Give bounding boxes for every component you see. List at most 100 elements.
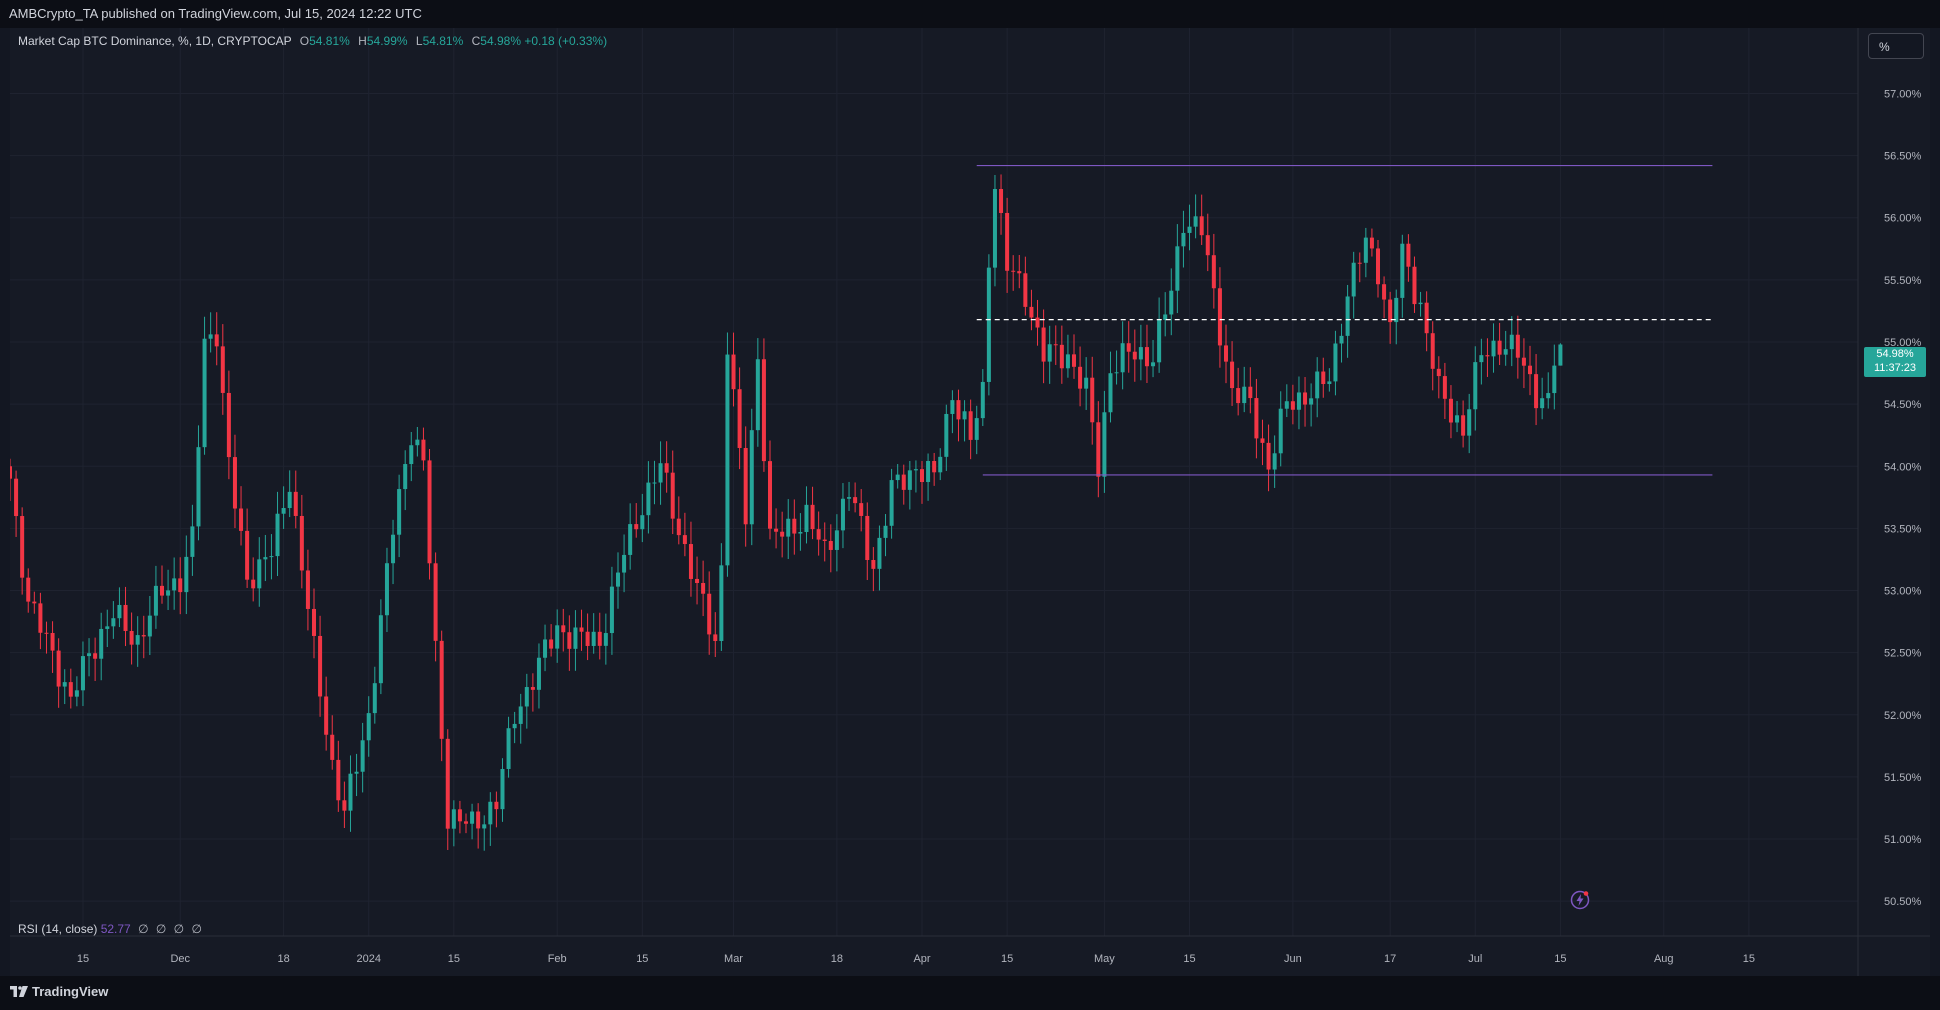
price-chart[interactable]: 57.00% 56.50% 56.00% 55.50% 55.00% 54.50% 54.0… bbox=[10, 28, 1930, 976]
candle-body bbox=[433, 563, 438, 641]
candle-body bbox=[786, 518, 791, 537]
candle-body bbox=[488, 801, 493, 825]
candle-body bbox=[463, 821, 469, 824]
candle-body bbox=[287, 491, 292, 509]
brand-name: TradingView bbox=[32, 984, 109, 999]
candle-body bbox=[591, 631, 596, 646]
publish-header: AMBCrypto_TA published on TradingView.co… bbox=[0, 0, 1940, 28]
candle-body bbox=[549, 639, 554, 649]
candle-body bbox=[1120, 343, 1125, 373]
candle-body bbox=[1126, 343, 1131, 352]
low-value: 54.81% bbox=[422, 34, 464, 48]
footer-bar: TradingView bbox=[0, 976, 1940, 1010]
candle-body bbox=[652, 482, 657, 484]
candle-body bbox=[348, 773, 353, 811]
candle-body bbox=[1400, 243, 1405, 298]
candle-body bbox=[135, 635, 140, 645]
chart-area[interactable]: 57.00% 56.50% 56.00% 55.50% 55.00% 54.50% 54.0… bbox=[10, 28, 1930, 976]
candle-body bbox=[62, 682, 67, 687]
candle-body bbox=[1455, 415, 1460, 423]
x-tick-label: 15 bbox=[1554, 953, 1566, 965]
candle-body bbox=[1442, 376, 1447, 399]
candle-body bbox=[743, 447, 748, 525]
x-tick-label: 15 bbox=[636, 953, 648, 965]
candle-body bbox=[1418, 302, 1423, 305]
y-tick-label: 56.50% bbox=[1884, 151, 1922, 163]
candle-body bbox=[1546, 393, 1551, 399]
candle-body bbox=[1163, 314, 1168, 320]
candle-body bbox=[324, 696, 329, 735]
candle-body bbox=[299, 515, 304, 571]
candle-body bbox=[713, 634, 718, 641]
close-value: 54.98% bbox=[480, 34, 521, 48]
candle-body bbox=[518, 706, 523, 724]
x-tick-label: 18 bbox=[277, 953, 289, 965]
candle-body bbox=[1254, 398, 1259, 439]
candle-body bbox=[50, 632, 55, 651]
candle-body bbox=[536, 657, 541, 690]
candle-body bbox=[1461, 415, 1466, 436]
open-label: O bbox=[299, 34, 310, 48]
candle-body bbox=[494, 801, 499, 810]
candle-body bbox=[269, 556, 274, 558]
candle-body bbox=[524, 687, 529, 707]
candle-body bbox=[1211, 255, 1216, 289]
candle-body bbox=[962, 411, 967, 420]
candle-body bbox=[457, 809, 462, 822]
candle-body bbox=[226, 392, 231, 458]
candle-body bbox=[354, 771, 359, 774]
rsi-legend: RSI (14, close) 52.77 ∅ ∅ ∅ ∅ bbox=[18, 922, 202, 936]
candle-body bbox=[561, 625, 566, 633]
rsi-label[interactable]: RSI (14, close) bbox=[18, 922, 98, 936]
candle-body bbox=[1503, 349, 1508, 355]
candle-body bbox=[1260, 438, 1265, 443]
candle-body bbox=[147, 615, 152, 637]
candle-body bbox=[506, 728, 511, 769]
candle-body bbox=[1296, 392, 1301, 410]
candle-body bbox=[774, 528, 779, 532]
candle-body bbox=[999, 189, 1004, 213]
open-value: 54.81% bbox=[309, 34, 350, 48]
candle-body bbox=[1157, 319, 1162, 363]
candle-body bbox=[1084, 377, 1089, 389]
candle-body bbox=[14, 478, 19, 517]
candle-body bbox=[500, 768, 505, 810]
last-price-value: 54.98% bbox=[1876, 348, 1914, 360]
candle-body bbox=[573, 627, 578, 649]
candle-body bbox=[622, 554, 627, 573]
x-tick-label: May bbox=[1094, 953, 1115, 965]
candle-body bbox=[1515, 334, 1520, 358]
lightning-icon[interactable] bbox=[1570, 890, 1590, 910]
candle-body bbox=[1138, 347, 1143, 360]
candle-body bbox=[1521, 357, 1526, 366]
candle-body bbox=[476, 811, 481, 829]
candle-body bbox=[695, 578, 700, 584]
x-tick-label: Jul bbox=[1468, 953, 1482, 965]
tradingview-brand[interactable]: TradingView bbox=[10, 984, 108, 999]
candle-body bbox=[439, 640, 444, 739]
candle-body bbox=[1290, 401, 1295, 410]
candle-body bbox=[847, 497, 852, 499]
candle-body bbox=[986, 267, 991, 382]
candle-body bbox=[609, 586, 614, 634]
candle-body bbox=[1223, 345, 1229, 362]
rsi-na-3: ∅ bbox=[173, 922, 185, 936]
candle-body bbox=[1236, 388, 1241, 404]
x-tick-label: 17 bbox=[1384, 953, 1396, 965]
candle-body bbox=[907, 470, 912, 490]
close-label: C bbox=[471, 34, 481, 48]
percent-scale-button[interactable]: % bbox=[1868, 33, 1924, 59]
candle-body bbox=[603, 633, 608, 646]
candle-body bbox=[1363, 237, 1368, 263]
x-tick-label: Dec bbox=[170, 953, 190, 965]
x-tick-label: 18 bbox=[831, 953, 843, 965]
candle-body bbox=[1558, 344, 1563, 366]
candle-body bbox=[901, 474, 906, 490]
candle-body bbox=[1479, 355, 1484, 363]
candle-body bbox=[755, 359, 760, 431]
candle-body bbox=[403, 464, 408, 490]
y-tick-label: 57.00% bbox=[1884, 88, 1922, 100]
symbol-name[interactable]: Market Cap BTC Dominance, %, 1D, CRYPTOC… bbox=[18, 34, 292, 48]
x-tick-label: Aug bbox=[1654, 953, 1674, 965]
candle-body bbox=[445, 738, 450, 829]
